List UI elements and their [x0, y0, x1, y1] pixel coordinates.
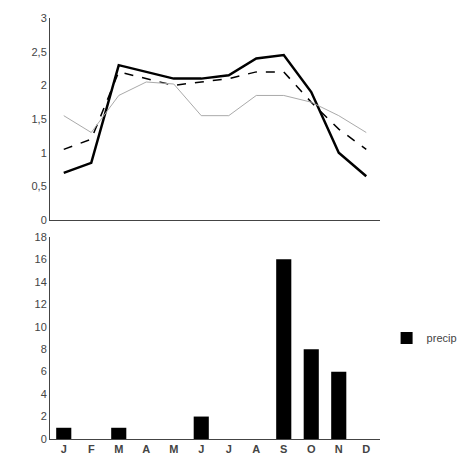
svg-text:2,5: 2,5 — [32, 46, 47, 58]
svg-text:14: 14 — [35, 276, 47, 288]
svg-text:4: 4 — [41, 388, 47, 400]
svg-text:12: 12 — [35, 298, 47, 310]
svg-text:0: 0 — [41, 433, 47, 445]
svg-text:1,5: 1,5 — [32, 113, 47, 125]
svg-text:J: J — [226, 443, 232, 455]
svg-text:10: 10 — [35, 321, 47, 333]
svg-text:A: A — [252, 443, 260, 455]
svg-text:M: M — [114, 443, 123, 455]
svg-text:F: F — [88, 443, 95, 455]
svg-text:8: 8 — [41, 343, 47, 355]
svg-text:J: J — [61, 443, 67, 455]
svg-text:2: 2 — [41, 410, 47, 422]
svg-text:1: 1 — [41, 147, 47, 159]
svg-text:6: 6 — [41, 365, 47, 377]
svg-text:0: 0 — [41, 214, 47, 226]
svg-text:A: A — [142, 443, 150, 455]
svg-text:S: S — [280, 443, 287, 455]
svg-text:D: D — [362, 443, 370, 455]
svg-text:18: 18 — [35, 231, 47, 243]
svg-text:precip: precip — [427, 332, 457, 344]
svg-text:M: M — [169, 443, 178, 455]
svg-text:0,5: 0,5 — [32, 180, 47, 192]
svg-text:3: 3 — [41, 12, 47, 24]
svg-text:J: J — [198, 443, 204, 455]
svg-text:16: 16 — [35, 253, 47, 265]
svg-text:2: 2 — [41, 79, 47, 91]
svg-text:N: N — [335, 443, 343, 455]
svg-text:O: O — [307, 443, 316, 455]
